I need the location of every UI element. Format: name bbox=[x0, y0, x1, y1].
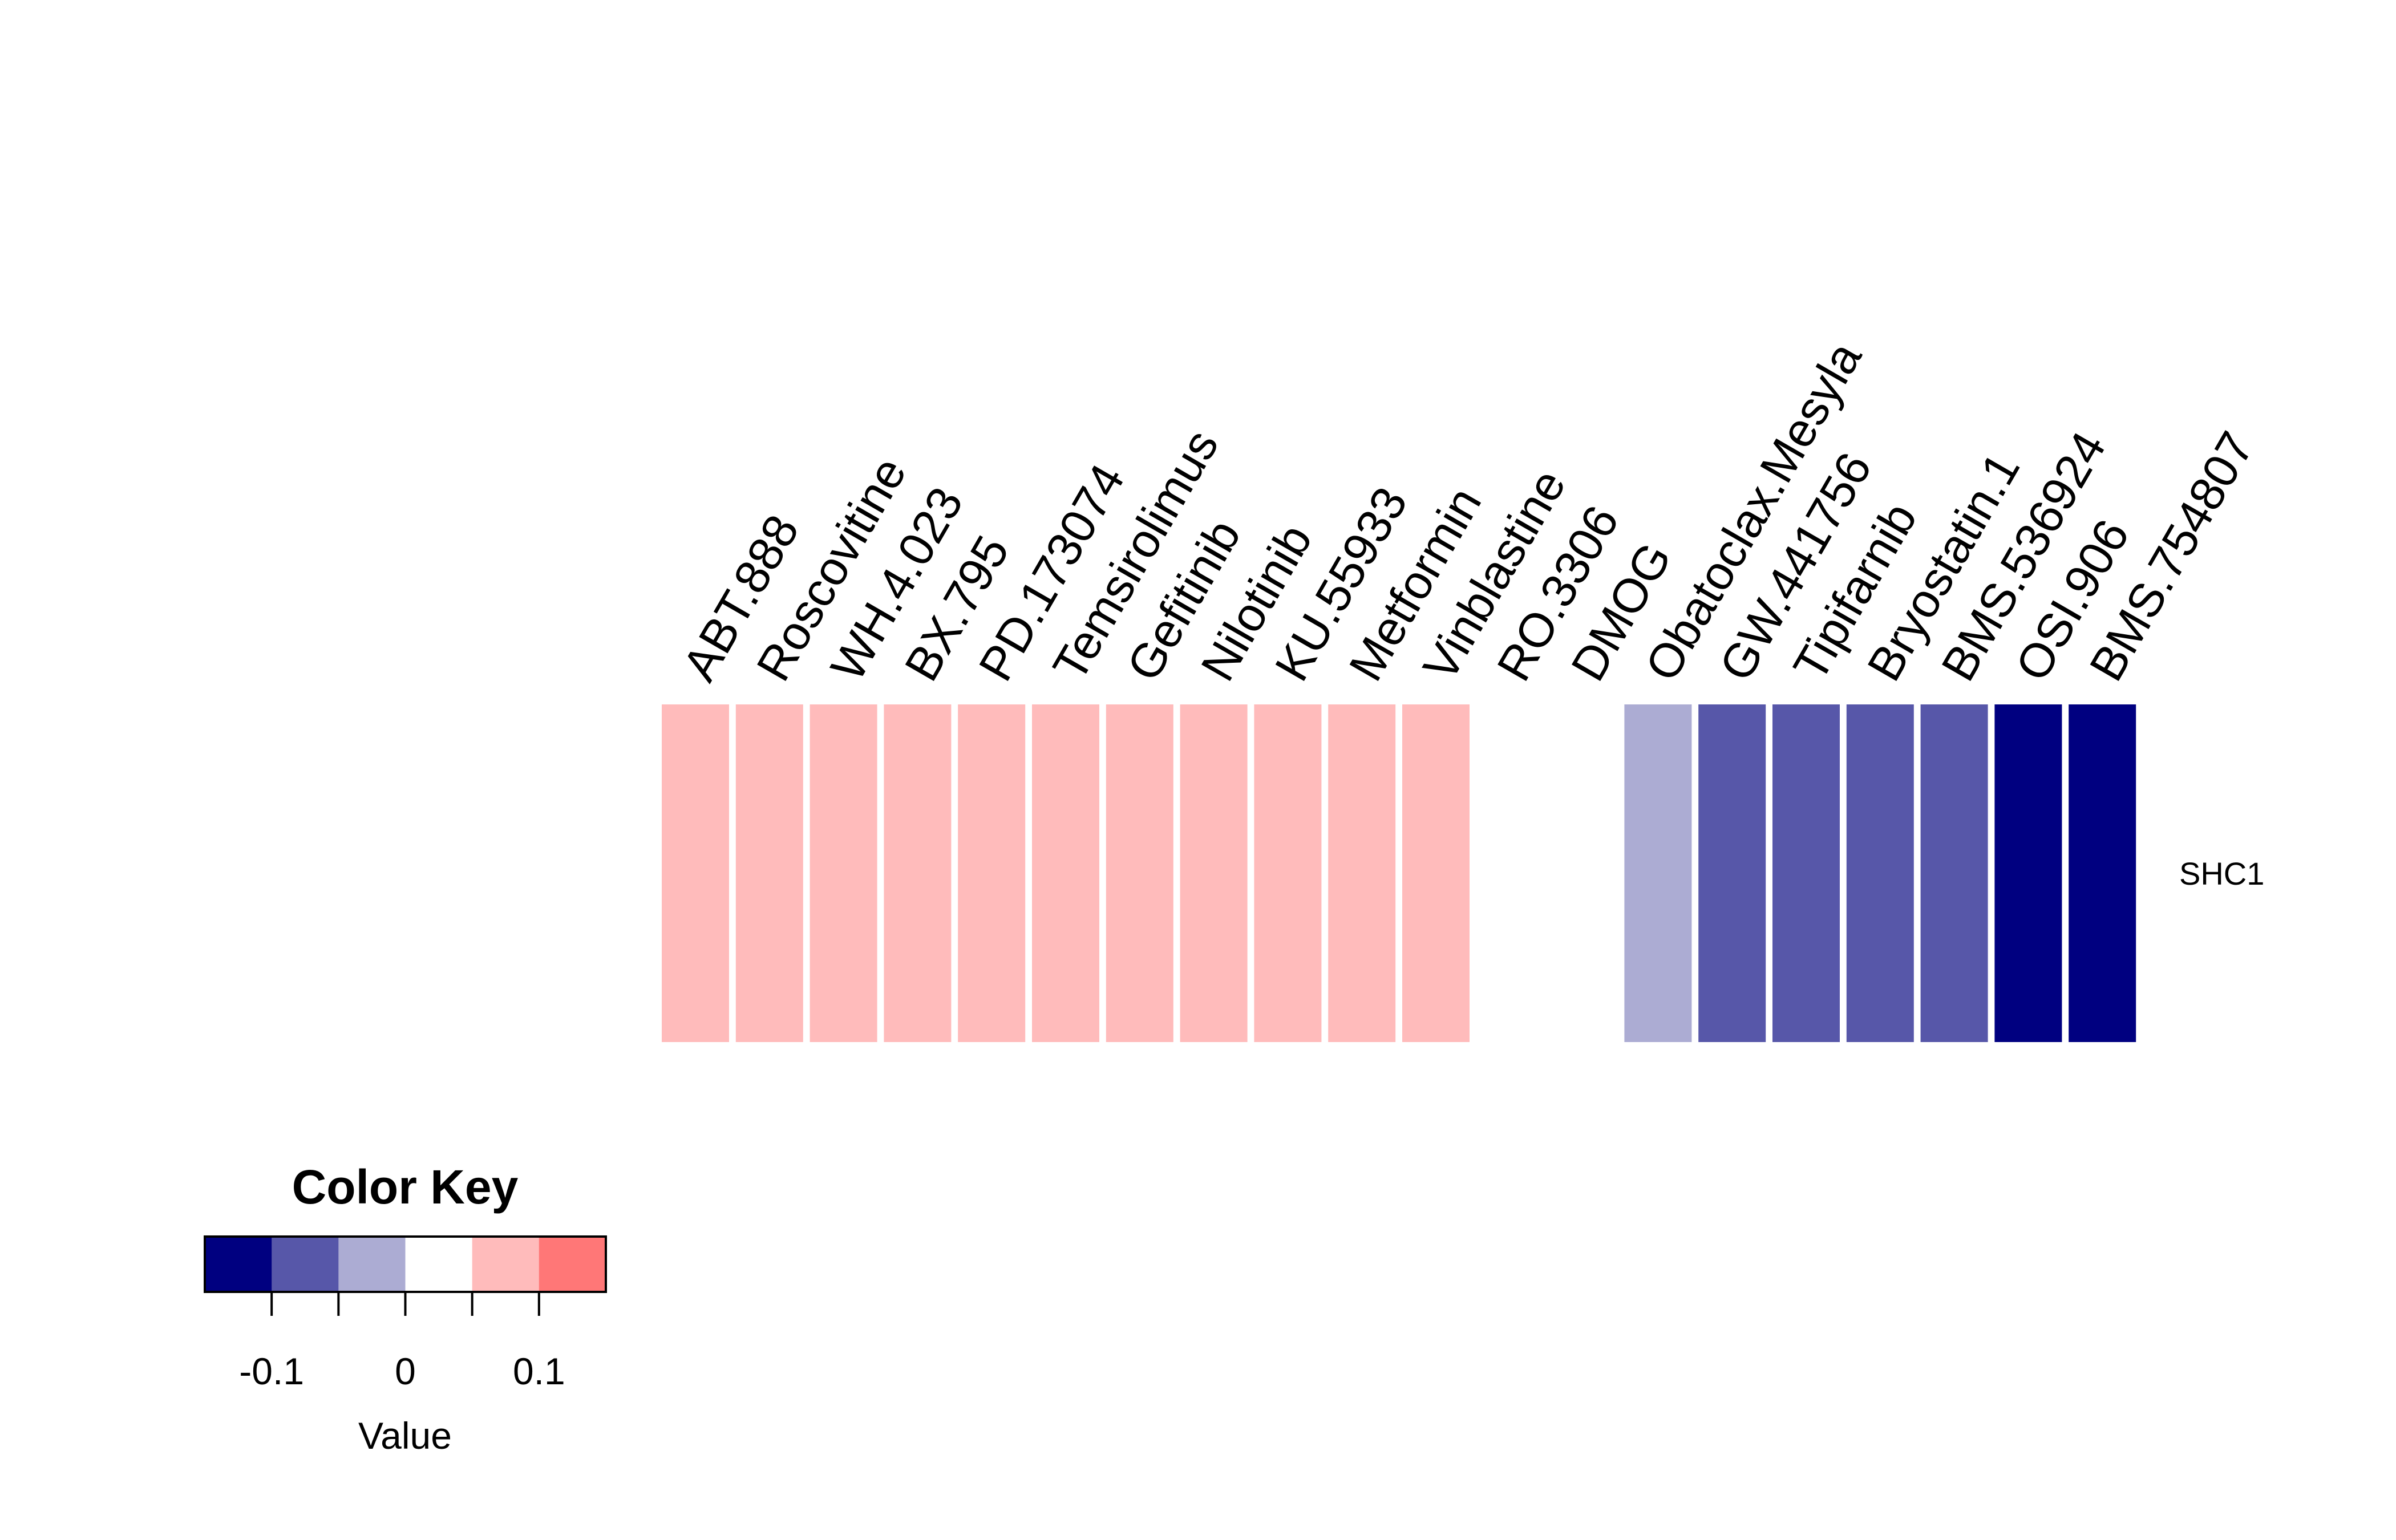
heatmap-cell bbox=[1106, 704, 1173, 1042]
color-key-title: Color Key bbox=[292, 1160, 519, 1214]
heatmap-cell bbox=[1550, 704, 1618, 1042]
heatmap-cell bbox=[1624, 704, 1692, 1042]
heatmap-cell bbox=[1772, 704, 1840, 1042]
heatmap-cell bbox=[884, 704, 952, 1042]
heatmap-cell bbox=[1254, 704, 1322, 1042]
color-key-ticks bbox=[270, 1292, 540, 1316]
heatmap-cell bbox=[662, 704, 729, 1042]
color-key: Color Key -0.1 0 0.1 Value bbox=[204, 1160, 607, 1457]
heatmap-cell bbox=[1180, 704, 1248, 1042]
heatmap-cell bbox=[1402, 704, 1470, 1042]
color-key-tick-label: -0.1 bbox=[239, 1350, 304, 1392]
heatmap-cell bbox=[1846, 704, 1914, 1042]
heatmap-cell bbox=[810, 704, 877, 1042]
color-key-bin bbox=[338, 1237, 406, 1292]
heatmap-cell bbox=[1476, 704, 1544, 1042]
heatmap-cell bbox=[958, 704, 1026, 1042]
row-label: SHC1 bbox=[2179, 856, 2264, 891]
color-key-bin bbox=[405, 1237, 473, 1292]
heatmap-cell bbox=[1920, 704, 1988, 1042]
heatmap-cell bbox=[2069, 704, 2136, 1042]
heatmap-cell bbox=[1994, 704, 2062, 1042]
color-key-bin bbox=[472, 1237, 540, 1292]
color-key-axis-label: Value bbox=[358, 1415, 452, 1457]
color-key-tick-labels: -0.1 0 0.1 bbox=[239, 1350, 565, 1392]
color-key-bin bbox=[539, 1237, 606, 1292]
heatmap-cell bbox=[735, 704, 803, 1042]
heatmap-cell bbox=[1032, 704, 1099, 1042]
color-key-bin bbox=[205, 1237, 272, 1292]
column-labels: ABT.888RoscovitineWH.4.023BX.795PD.17307… bbox=[672, 333, 2264, 690]
color-key-bin bbox=[272, 1237, 339, 1292]
color-key-tick-label: 0 bbox=[395, 1350, 416, 1392]
color-key-bins bbox=[205, 1237, 606, 1292]
heatmap-cell bbox=[1328, 704, 1396, 1042]
heatmap-cell bbox=[1698, 704, 1766, 1042]
heatmap-cells bbox=[662, 704, 2136, 1042]
row-labels: SHC1 bbox=[2179, 856, 2264, 891]
color-key-tick-label: 0.1 bbox=[513, 1350, 565, 1392]
